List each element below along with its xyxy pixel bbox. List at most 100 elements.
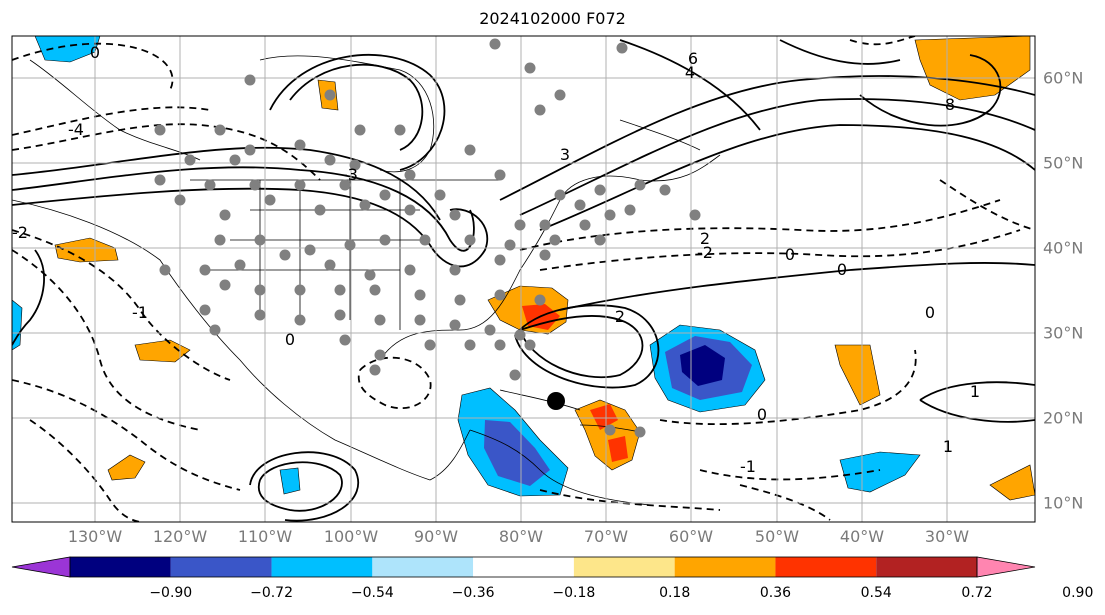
observation-point [404,204,416,216]
map-frame [11,35,1036,523]
contour-label: 0 [837,260,847,279]
observation-point [214,234,226,246]
observation-point [514,329,526,341]
observation-point [199,264,211,276]
observation-point [369,364,381,376]
observation-point [414,314,426,326]
contour-label: 0 [757,405,767,424]
contour-label: -1 [740,457,756,476]
observation-point [504,239,516,251]
colorbar-segment [70,557,171,577]
contour-label: 4 [685,63,695,82]
dashed-contour-line [12,42,174,91]
negative-anomaly-west-edge [12,299,23,351]
dashed-contour-line [539,489,721,511]
observation-point [324,259,336,271]
observation-point [199,304,211,316]
contour-line [12,249,45,346]
positive-anomaly-east [989,464,1035,501]
observation-point [414,289,426,301]
longitude-label: 110°W [237,527,293,546]
observation-point [464,234,476,246]
colorbar-tick-label: −0.72 [250,585,293,601]
longitude-label: 90°W [413,527,459,546]
observation-point [539,249,551,261]
observation-point [349,159,361,171]
observation-point [254,234,266,246]
longitude-label: 80°W [498,527,544,546]
positive-anomaly-mid-atlantic [834,344,881,406]
observation-point [449,319,461,331]
observation-point [449,209,461,221]
observation-point [554,89,566,101]
observation-point [254,284,266,296]
observation-point [234,259,246,271]
observation-point [604,424,616,436]
contour-line [12,146,441,221]
observation-point [494,339,506,351]
observation-point [294,284,306,296]
observation-point [159,264,171,276]
colorbar-segment [573,557,675,577]
observation-point [489,38,501,50]
dashed-contour-line [29,419,141,522]
observation-point [219,209,231,221]
observation-point [524,339,536,351]
longitude-label: 130°W [67,527,123,546]
contour-label: 0 [90,43,100,62]
contour-label: 6 [688,49,698,68]
observation-point [359,199,371,211]
colorbar-tick-label: 0.90 [1062,585,1094,601]
contour-label: 1 [943,437,953,456]
latitude-label: 60°N [1043,68,1084,88]
observation-point [594,234,606,246]
observation-point [244,144,256,156]
contour-line [559,262,1035,311]
observation-point [534,104,546,116]
observation-point [154,124,166,136]
observation-point [379,234,391,246]
negative-anomaly-pacific-south [279,467,301,495]
colorbar-tick-label: 0.18 [659,585,691,601]
colorbar-tick-label: −0.54 [350,585,394,601]
contour-line [12,166,475,252]
dashed-contour-line [12,229,231,381]
observation-point [524,62,536,74]
observation-point [689,209,701,221]
dashed-contour-line [12,249,201,431]
dashed-contour-line [539,229,1021,271]
longitude-label: 120°W [152,527,208,546]
observation-point [464,339,476,351]
observation-point [449,264,461,276]
contour-line [519,98,1035,216]
dashed-contour-line [849,36,916,46]
observation-point [314,204,326,216]
observation-point [454,294,466,306]
observation-points [154,38,701,438]
contour-line [289,63,424,151]
observation-point [324,154,336,166]
latitude-label: 50°N [1043,153,1084,173]
observation-point [339,334,351,346]
contours [12,39,1035,522]
positive-anomaly-pacific-2 [134,339,191,363]
observation-point [494,169,506,181]
contour-line [499,75,1035,201]
observation-point [219,279,231,291]
longitude-label: 40°W [839,527,885,546]
observation-point [244,74,256,86]
contour-label: 0 [785,245,795,264]
observation-point [634,426,646,438]
longitude-label: 50°W [754,527,800,546]
observation-point [424,339,436,351]
dashed-contour-line [12,106,211,136]
contour-line [249,451,360,522]
positive-anomaly-pacific-3 [107,454,146,481]
colorbar-segment [674,557,776,577]
observation-point [574,199,586,211]
contour-line [779,39,901,65]
map-title: 2024102000 F072 [479,9,626,28]
contour-label: 0 [285,330,295,349]
